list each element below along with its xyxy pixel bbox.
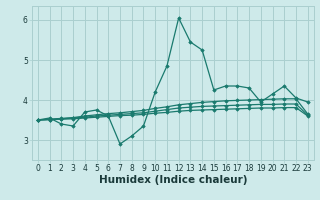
X-axis label: Humidex (Indice chaleur): Humidex (Indice chaleur) (99, 175, 247, 185)
